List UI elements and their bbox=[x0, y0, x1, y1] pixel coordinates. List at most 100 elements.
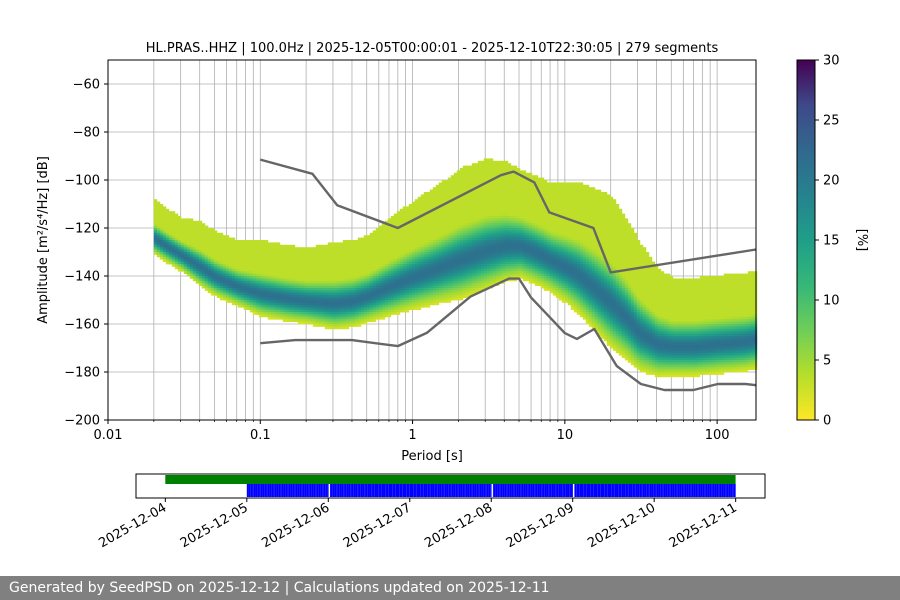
psd-cell bbox=[498, 201, 503, 205]
psd-cell bbox=[438, 285, 443, 289]
psd-cell bbox=[450, 211, 455, 214]
psd-cell bbox=[162, 218, 167, 222]
psd-cell bbox=[444, 285, 449, 289]
psd-cell bbox=[480, 266, 485, 270]
psd-cell bbox=[351, 271, 356, 274]
psd-cell bbox=[441, 228, 446, 231]
psd-cell bbox=[453, 199, 458, 202]
psd-cell bbox=[186, 266, 191, 270]
psd-cell bbox=[195, 273, 200, 277]
psd-cell bbox=[471, 170, 476, 174]
psd-cell bbox=[477, 189, 482, 193]
psd-cell bbox=[183, 249, 188, 253]
psd-cell bbox=[507, 242, 512, 246]
psd-cell bbox=[174, 225, 179, 229]
psd-cell bbox=[396, 240, 401, 243]
psd-cell bbox=[411, 300, 416, 303]
psd-cell bbox=[357, 256, 362, 260]
psd-cell bbox=[363, 268, 368, 272]
psd-cell bbox=[477, 264, 482, 267]
psd-cell bbox=[528, 240, 533, 243]
psd-cell bbox=[309, 295, 314, 298]
psd-cell bbox=[237, 297, 242, 301]
psd-cell bbox=[315, 307, 320, 310]
psd-cell bbox=[474, 288, 479, 291]
psd-cell bbox=[513, 232, 518, 236]
psd-cell bbox=[486, 256, 491, 260]
psd-cell bbox=[498, 249, 503, 253]
psd-cell bbox=[222, 254, 227, 258]
psd-cell bbox=[234, 288, 239, 291]
psd-cell bbox=[327, 297, 332, 301]
psd-cell bbox=[417, 223, 422, 226]
psd-cell bbox=[228, 290, 233, 294]
psd-cell bbox=[360, 273, 365, 277]
psd-cell bbox=[399, 297, 404, 301]
psd-cell bbox=[519, 204, 524, 207]
psd-cell bbox=[417, 242, 422, 246]
psd-cell bbox=[441, 256, 446, 260]
psd-cell bbox=[303, 321, 308, 325]
psd-cell bbox=[486, 283, 491, 286]
psd-cell bbox=[414, 204, 419, 207]
psd-cell bbox=[369, 252, 374, 255]
psd-cell bbox=[519, 237, 524, 241]
psd-cell bbox=[411, 297, 416, 301]
psd-cell bbox=[348, 288, 353, 291]
psd-cell bbox=[432, 218, 437, 222]
psd-cell bbox=[528, 189, 533, 193]
psd-cell bbox=[201, 223, 206, 226]
psd-cell bbox=[312, 319, 317, 322]
psd-cell bbox=[255, 247, 260, 250]
psd-cell bbox=[408, 276, 413, 279]
psd-cell bbox=[408, 290, 413, 294]
psd-cell bbox=[396, 304, 401, 308]
psd-cell bbox=[459, 192, 464, 195]
psd-cell bbox=[186, 273, 191, 277]
psd-cell bbox=[372, 247, 377, 250]
psd-cell bbox=[498, 163, 503, 166]
psd-cell bbox=[177, 218, 182, 222]
psd-cell bbox=[465, 252, 470, 255]
psd-cell bbox=[228, 271, 233, 274]
psd-cell bbox=[465, 187, 470, 190]
psd-cell bbox=[414, 276, 419, 279]
psd-cell bbox=[462, 177, 467, 181]
psd-cell bbox=[165, 252, 170, 255]
psd-cell bbox=[516, 225, 521, 229]
psd-cell bbox=[540, 278, 545, 282]
psd-cell bbox=[486, 187, 491, 190]
psd-cell bbox=[321, 307, 326, 310]
psd-cell bbox=[501, 187, 506, 190]
psd-cell bbox=[453, 225, 458, 229]
psd-cell bbox=[468, 180, 473, 183]
psd-cell bbox=[267, 268, 272, 272]
psd-cell bbox=[489, 184, 494, 188]
psd-cell bbox=[288, 300, 293, 303]
psd-cell bbox=[279, 292, 284, 296]
psd-cell bbox=[270, 273, 275, 277]
psd-cell bbox=[309, 261, 314, 265]
psd-cell bbox=[462, 244, 467, 248]
psd-cell bbox=[258, 280, 263, 284]
psd-cell bbox=[321, 300, 326, 303]
psd-cell bbox=[537, 244, 542, 248]
psd-cell bbox=[525, 276, 530, 279]
psd-cell bbox=[507, 273, 512, 277]
psd-cell bbox=[381, 292, 386, 296]
psd-cell bbox=[243, 304, 248, 308]
psd-cell bbox=[453, 249, 458, 253]
psd-cell bbox=[522, 182, 527, 186]
psd-cell bbox=[411, 249, 416, 253]
psd-cell bbox=[513, 220, 518, 224]
psd-cell bbox=[348, 290, 353, 294]
psd-cell bbox=[399, 235, 404, 238]
psd-cell bbox=[369, 283, 374, 286]
psd-cell bbox=[399, 285, 404, 289]
psd-cell bbox=[480, 235, 485, 238]
psd-cell bbox=[324, 276, 329, 279]
psd-cell bbox=[363, 309, 368, 313]
psd-cell bbox=[426, 206, 431, 210]
psd-cell bbox=[435, 184, 440, 188]
psd-cell bbox=[198, 266, 203, 270]
